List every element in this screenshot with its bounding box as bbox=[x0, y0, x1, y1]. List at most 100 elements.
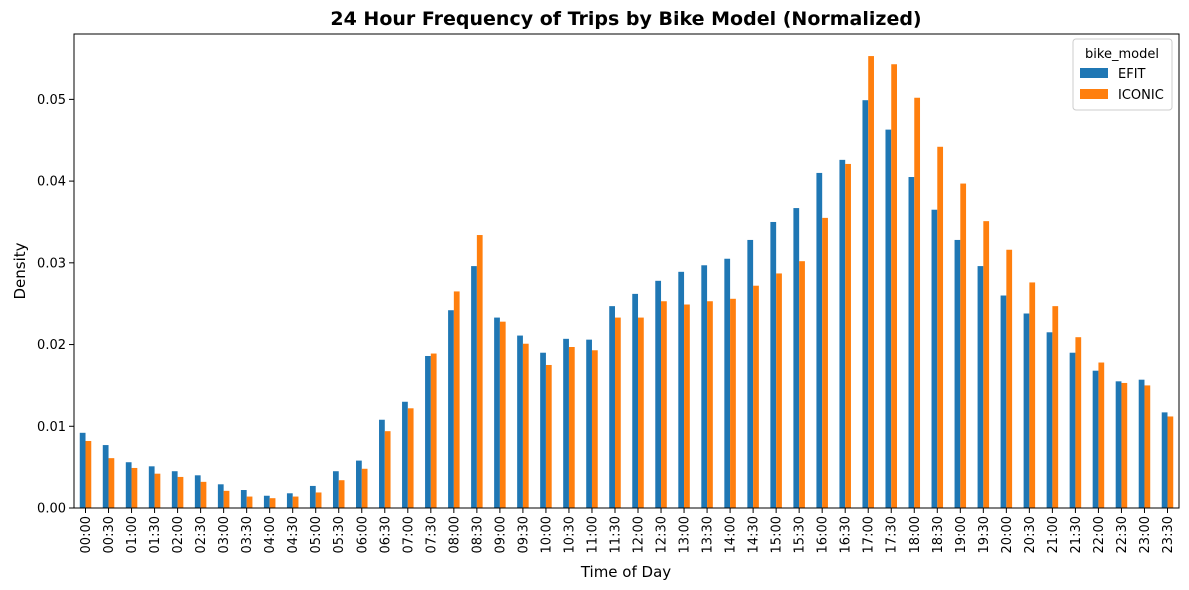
x-tick-label: 08:30 bbox=[470, 516, 485, 553]
bar-efit-2030 bbox=[1023, 313, 1030, 508]
x-axis-label: Time of Day bbox=[580, 563, 671, 581]
x-tick-label: 10:30 bbox=[562, 516, 577, 553]
bar-efit-0930 bbox=[517, 335, 523, 508]
bar-iconic-1730 bbox=[891, 64, 897, 509]
bar-iconic-2330 bbox=[1167, 416, 1174, 508]
bar-efit-1730 bbox=[885, 129, 892, 508]
x-tick-label: 14:30 bbox=[747, 516, 762, 553]
bar-efit-1700 bbox=[862, 100, 869, 508]
x-tick-label: 05:30 bbox=[332, 516, 347, 553]
x-tick-label: 13:30 bbox=[701, 516, 716, 553]
legend-swatch-efit bbox=[1080, 68, 1108, 78]
bar-iconic-0500 bbox=[315, 492, 322, 508]
bar-efit-1400 bbox=[724, 258, 731, 508]
x-tick-label: 05:00 bbox=[309, 516, 324, 553]
x-tick-label: 16:30 bbox=[839, 516, 854, 553]
x-tick-label: 18:00 bbox=[908, 516, 923, 553]
bar-efit-1600 bbox=[816, 172, 823, 508]
bar-iconic-1030 bbox=[568, 347, 575, 508]
bar-efit-0330 bbox=[240, 490, 247, 508]
bar-iconic-0700 bbox=[407, 408, 414, 508]
bar-efit-1330 bbox=[701, 265, 708, 508]
bar-efit-1800 bbox=[908, 177, 915, 508]
bar-efit-1930 bbox=[977, 266, 984, 508]
bar-iconic-2100 bbox=[1052, 306, 1059, 508]
bar-efit-1130 bbox=[609, 306, 615, 508]
x-tick-label: 11:00 bbox=[585, 516, 600, 553]
bar-iconic-0430 bbox=[292, 496, 299, 508]
bar-iconic-1400 bbox=[730, 298, 736, 508]
bar-efit-1900 bbox=[954, 239, 961, 508]
legend-entries: EFIT ICONIC bbox=[1080, 67, 1164, 103]
bar-iconic-0030 bbox=[108, 458, 115, 508]
legend-label-iconic: ICONIC bbox=[1118, 88, 1164, 103]
bar-iconic-2000 bbox=[1006, 249, 1013, 508]
bar-iconic-0930 bbox=[522, 343, 529, 508]
bars-layer bbox=[79, 56, 1174, 509]
bar-iconic-0300 bbox=[223, 490, 230, 508]
bar-iconic-1430 bbox=[753, 285, 759, 508]
x-tick-label: 01:30 bbox=[148, 516, 163, 553]
bar-efit-0430 bbox=[286, 493, 293, 508]
bar-efit-0500 bbox=[309, 485, 316, 508]
axes-layer bbox=[73, 33, 1180, 509]
bar-iconic-0130 bbox=[154, 473, 161, 508]
x-tick-label: 06:30 bbox=[378, 516, 393, 553]
x-tick-label: 00:30 bbox=[102, 516, 117, 553]
x-tick-label: 01:00 bbox=[125, 516, 140, 553]
x-tick-label: 18:30 bbox=[931, 516, 946, 553]
bar-iconic-1900 bbox=[960, 183, 967, 508]
bar-efit-0700 bbox=[402, 401, 408, 508]
bar-iconic-1800 bbox=[914, 97, 921, 509]
bar-iconic-0530 bbox=[338, 480, 345, 508]
bar-efit-0630 bbox=[379, 419, 385, 508]
y-tick-label: 0.02 bbox=[37, 338, 66, 353]
x-tick-label: 06:00 bbox=[355, 516, 370, 553]
bar-iconic-1000 bbox=[545, 364, 552, 508]
bar-iconic-1930 bbox=[983, 221, 990, 508]
bar-iconic-0230 bbox=[200, 481, 207, 508]
bar-efit-1430 bbox=[747, 239, 754, 508]
x-tick-label: 08:00 bbox=[447, 516, 462, 553]
bar-efit-2000 bbox=[1000, 295, 1007, 508]
y-tick-label: 0.01 bbox=[37, 420, 66, 435]
bar-efit-0100 bbox=[125, 462, 132, 508]
x-tick-label: 21:30 bbox=[1069, 516, 1084, 553]
y-axis: 0.00 0.01 0.02 0.03 0.04 0.05 bbox=[37, 93, 74, 517]
bar-efit-0300 bbox=[217, 484, 224, 508]
bar-iconic-0900 bbox=[499, 321, 506, 508]
plot-frame bbox=[73, 33, 1180, 509]
bar-efit-0830 bbox=[471, 266, 477, 508]
bar-iconic-0200 bbox=[177, 476, 184, 508]
bar-efit-1230 bbox=[655, 280, 662, 508]
x-tick-label: 20:30 bbox=[1023, 516, 1038, 553]
x-tick-label: 04:00 bbox=[263, 516, 278, 553]
x-tick-label: 04:30 bbox=[286, 516, 301, 553]
legend-swatch-iconic bbox=[1080, 89, 1108, 99]
x-tick-label: 21:00 bbox=[1046, 516, 1061, 553]
legend-label-efit: EFIT bbox=[1118, 67, 1146, 82]
x-tick-label: 13:00 bbox=[678, 516, 693, 553]
bar-efit-0200 bbox=[171, 471, 178, 508]
x-tick-label: 03:00 bbox=[217, 516, 232, 553]
y-tick-label: 0.05 bbox=[37, 93, 66, 108]
x-tick-label: 23:30 bbox=[1161, 516, 1176, 553]
bar-efit-0530 bbox=[332, 471, 339, 508]
bar-efit-1530 bbox=[793, 208, 800, 508]
x-tick-label: 19:30 bbox=[977, 516, 992, 553]
x-tick-label: 17:30 bbox=[885, 516, 900, 553]
bar-efit-1200 bbox=[632, 293, 639, 508]
x-tick-label: 03:30 bbox=[240, 516, 255, 553]
bar-iconic-1200 bbox=[638, 317, 644, 508]
x-tick-label: 12:30 bbox=[655, 516, 670, 553]
bar-efit-2230 bbox=[1115, 381, 1122, 508]
bar-efit-0230 bbox=[194, 475, 201, 508]
bar-efit-0800 bbox=[448, 310, 454, 508]
x-tick-label: 11:30 bbox=[608, 516, 623, 553]
bar-efit-0000 bbox=[79, 432, 86, 508]
x-tick-label: 09:30 bbox=[516, 516, 531, 553]
bar-iconic-0600 bbox=[361, 468, 368, 508]
x-tick-label: 14:00 bbox=[724, 516, 739, 553]
bar-iconic-1700 bbox=[868, 56, 874, 508]
